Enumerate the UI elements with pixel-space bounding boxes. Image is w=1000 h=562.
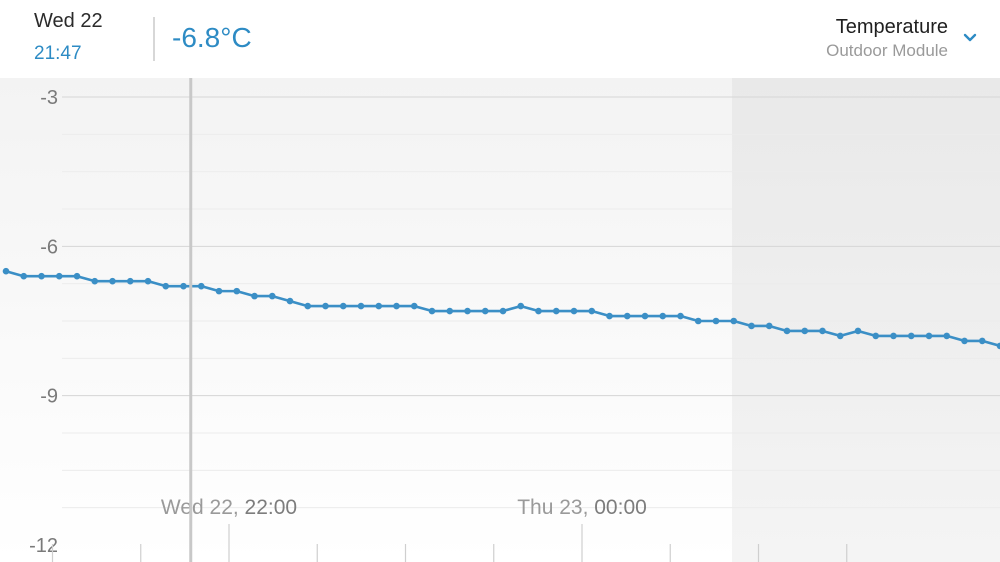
data-point[interactable] xyxy=(961,337,968,345)
data-point[interactable] xyxy=(109,277,116,285)
data-point[interactable] xyxy=(943,332,951,340)
current-date: Wed 22 xyxy=(34,10,103,32)
data-point[interactable] xyxy=(446,307,454,315)
data-point[interactable] xyxy=(268,292,276,300)
data-point[interactable] xyxy=(677,312,684,320)
data-point[interactable] xyxy=(748,322,755,330)
data-point[interactable] xyxy=(38,272,45,280)
data-point[interactable] xyxy=(623,312,631,320)
data-point[interactable] xyxy=(801,327,809,335)
data-point[interactable] xyxy=(890,332,897,340)
data-point[interactable] xyxy=(517,302,525,310)
data-point[interactable] xyxy=(20,272,28,280)
data-point[interactable] xyxy=(251,292,258,300)
metric-selector[interactable]: Temperature Outdoor Module xyxy=(826,14,978,68)
y-tick-label: -12 xyxy=(29,535,58,557)
data-point[interactable] xyxy=(73,272,81,280)
data-point[interactable] xyxy=(410,302,418,310)
data-point[interactable] xyxy=(606,312,613,320)
data-point[interactable] xyxy=(694,317,702,325)
data-point[interactable] xyxy=(464,307,471,315)
data-point[interactable] xyxy=(836,332,844,340)
module-label: Outdoor Module xyxy=(826,41,948,60)
chevron-down-icon[interactable] xyxy=(962,30,978,46)
data-point[interactable] xyxy=(535,307,542,315)
data-point[interactable] xyxy=(304,302,312,310)
data-point[interactable] xyxy=(552,307,560,315)
data-point[interactable] xyxy=(286,297,294,305)
data-point[interactable] xyxy=(322,302,329,310)
y-tick-label: -9 xyxy=(40,386,58,408)
metric-label: Temperature xyxy=(835,16,948,38)
data-point[interactable] xyxy=(570,307,578,315)
data-point[interactable] xyxy=(481,307,489,315)
x-tick-label: Wed 22, 22:00 xyxy=(161,496,297,519)
data-point[interactable] xyxy=(765,322,773,330)
y-tick-label: -3 xyxy=(40,87,58,109)
data-point[interactable] xyxy=(197,282,205,290)
chart-svg[interactable]: -3 -6 -9 -12 Wed 22, 22:00 Thu 23, 00:00 xyxy=(0,78,1000,562)
data-point[interactable] xyxy=(925,332,933,340)
data-point[interactable] xyxy=(393,302,400,310)
data-point[interactable] xyxy=(996,342,1000,350)
data-point[interactable] xyxy=(126,277,134,285)
data-point[interactable] xyxy=(144,277,152,285)
data-point[interactable] xyxy=(357,302,365,310)
data-point[interactable] xyxy=(428,307,436,315)
data-point[interactable] xyxy=(375,302,383,310)
data-point[interactable] xyxy=(819,327,826,335)
data-point[interactable] xyxy=(215,287,223,295)
data-point[interactable] xyxy=(180,282,187,290)
data-point[interactable] xyxy=(978,337,986,345)
data-point[interactable] xyxy=(499,307,507,315)
header-divider xyxy=(153,17,155,61)
data-point[interactable] xyxy=(659,312,667,320)
data-point[interactable] xyxy=(712,317,720,325)
temperature-chart[interactable]: -3 -6 -9 -12 Wed 22, 22:00 Thu 23, 00:00 xyxy=(0,78,1000,562)
data-point[interactable] xyxy=(854,327,862,335)
y-tick-label: -6 xyxy=(40,236,58,258)
current-value: -6.8°C xyxy=(172,22,252,53)
data-point[interactable] xyxy=(233,287,241,295)
data-point[interactable] xyxy=(162,282,170,290)
data-point[interactable] xyxy=(783,327,791,335)
data-point[interactable] xyxy=(339,302,347,310)
data-point[interactable] xyxy=(588,307,596,315)
data-point[interactable] xyxy=(872,332,880,340)
header-bar: Wed 22 21:47 -6.8°C Temperature Outdoor … xyxy=(0,0,1000,78)
data-point[interactable] xyxy=(55,272,63,280)
x-tick-label: Thu 23, 00:00 xyxy=(517,496,647,519)
current-time: 21:47 xyxy=(34,43,82,64)
data-point[interactable] xyxy=(641,312,649,320)
night-shade xyxy=(732,78,1000,562)
data-point[interactable] xyxy=(2,267,10,275)
data-point[interactable] xyxy=(91,277,99,285)
data-point[interactable] xyxy=(730,317,738,325)
data-point[interactable] xyxy=(907,332,915,340)
